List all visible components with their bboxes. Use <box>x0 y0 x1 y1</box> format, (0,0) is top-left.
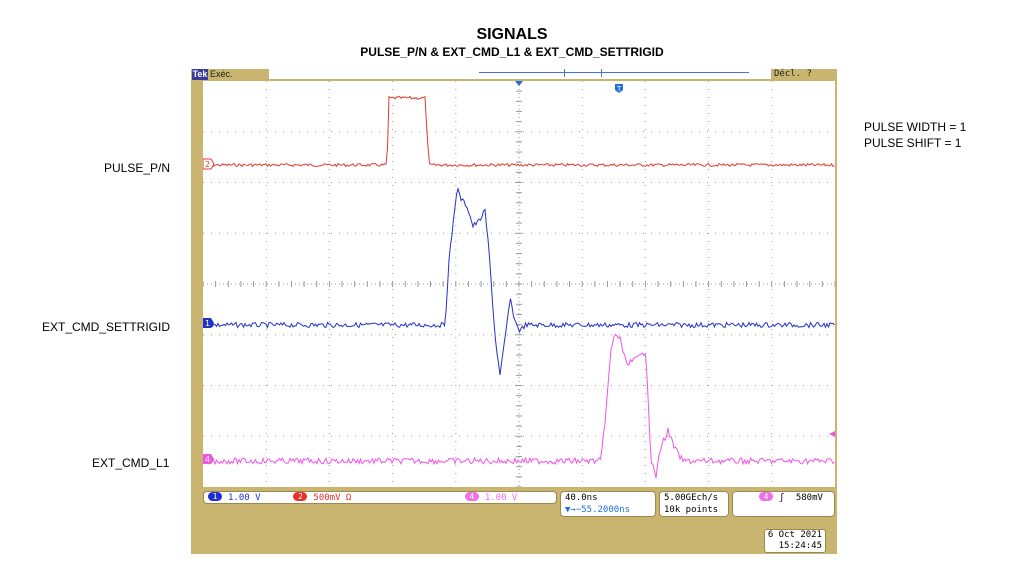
record-length-bar <box>479 72 749 73</box>
svg-text:T: T <box>616 85 622 93</box>
record-window <box>564 69 602 77</box>
sample-rate: 5.00GEch/s <box>664 493 719 503</box>
trigger-source-chip: 4 <box>759 492 773 501</box>
scope-status-bar: Tek Exéc. Décl. ? <box>191 69 837 81</box>
waveform-screen: 2 1 4 T <box>203 81 835 487</box>
sampling-readout: 5.00GEch/s 10k points <box>659 491 729 517</box>
record-points: 10k points <box>664 505 719 515</box>
note-pulse-width: PULSE WIDTH = 1 <box>864 120 967 134</box>
trigger-level-arrow <box>829 431 835 437</box>
trace-ch1-settrigid <box>203 186 835 376</box>
ch2-ground-marker: 2 <box>203 158 215 170</box>
svg-text:2: 2 <box>205 160 210 169</box>
ch2-chip: 2 <box>293 492 308 501</box>
ch1-ground-marker: 1 <box>203 318 214 328</box>
ch4-scale: 1.00 V <box>484 493 518 503</box>
chart-subtitle: PULSE_P/N & EXT_CMD_L1 & EXT_CMD_SETTRIG… <box>360 45 664 59</box>
ch4-chip: 4 <box>464 492 479 501</box>
record-view-bar <box>269 69 771 79</box>
trigger-state: Décl. ? <box>774 69 812 79</box>
trigger-slope-icon: ʃ <box>779 493 785 503</box>
label-ext-cmd-l1: EXT_CMD_L1 <box>92 456 170 470</box>
channel-readout-row: 1 1.00 V 2 500mV Ω 4 1.00 V <box>203 491 557 504</box>
chart-title: SIGNALS <box>476 26 548 43</box>
capture-time: 15:24:45 <box>778 541 822 551</box>
svg-text:1: 1 <box>205 319 210 328</box>
timebase-position: ▼→−55.2000ns <box>565 505 631 515</box>
label-ext-cmd-settrigid: EXT_CMD_SETTRIGID <box>42 320 171 334</box>
ch4-ground-marker: 4 <box>203 454 214 464</box>
capture-date: 6 Oct 2021 <box>767 530 822 540</box>
date-time-readout: 6 Oct 2021 15:24:45 <box>764 529 826 553</box>
graticule <box>203 81 835 487</box>
tek-logo: Tek <box>192 69 208 80</box>
readout-panel: 1 1.00 V 2 500mV Ω 4 1.00 V 40.0ns ▼→−55.20… <box>203 490 835 550</box>
trace-ch2-pulse <box>203 95 835 168</box>
ch2-scale: 500mV Ω <box>313 493 352 503</box>
note-pulse-shift: PULSE SHIFT = 1 <box>864 136 962 150</box>
ch1-scale: 1.00 V <box>228 493 261 503</box>
timebase-scale: 40.0ns <box>565 493 598 503</box>
trace-ch4-l1 <box>203 333 835 479</box>
trigger-position-marker: T <box>615 84 623 93</box>
timebase-readout: 40.0ns ▼→−55.2000ns <box>560 491 656 517</box>
ch1-chip: 1 <box>208 492 222 501</box>
label-pulse-pn: PULSE_P/N <box>104 161 171 175</box>
svg-text:4: 4 <box>205 455 210 464</box>
trigger-time-arrow <box>515 81 523 86</box>
trigger-level: 580mV <box>795 493 823 503</box>
acquisition-state: Exéc. <box>210 69 233 79</box>
oscilloscope-screenshot: Tek Exéc. Décl. ? 2 1 4 <box>191 69 837 554</box>
